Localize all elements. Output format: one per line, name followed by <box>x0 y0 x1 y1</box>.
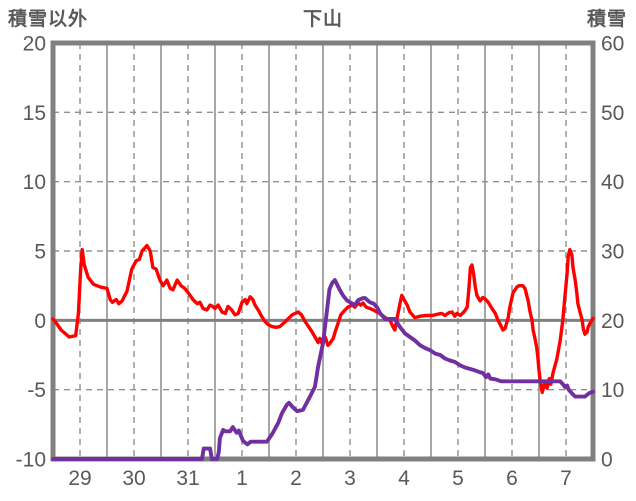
x-axis-tick: 1 <box>236 467 248 490</box>
x-axis-tick: 30 <box>122 467 145 490</box>
right-axis-tick: 50 <box>601 102 624 125</box>
left-axis-tick: 10 <box>23 171 46 194</box>
plot-frame <box>50 40 596 462</box>
left-axis-tick: 5 <box>34 241 46 264</box>
left-axis-tick: 0 <box>34 310 46 333</box>
left-axis-tick: -10 <box>16 449 46 472</box>
series-line-temp <box>51 243 595 395</box>
x-axis-tick: 3 <box>344 467 356 490</box>
x-axis-tick: 31 <box>176 467 199 490</box>
left-axis-title: 積雪以外 <box>8 9 89 30</box>
right-axis-tick: 40 <box>601 171 624 194</box>
x-axis-tick: 5 <box>452 467 464 490</box>
right-axis-tick: 30 <box>601 241 624 264</box>
x-axis-tick: 4 <box>398 467 410 490</box>
left-axis-tick: 20 <box>23 33 46 56</box>
left-axis-tick: -5 <box>27 379 46 402</box>
x-axis-tick: 2 <box>290 467 302 490</box>
left-axis-tick: 15 <box>23 102 46 125</box>
x-axis-tick: 29 <box>68 467 91 490</box>
right-axis-tick: 0 <box>601 449 613 472</box>
right-axis-tick: 60 <box>601 33 624 56</box>
right-axis-tick: 20 <box>601 310 624 333</box>
x-axis-tick: 7 <box>560 467 572 490</box>
right-axis-title: 積雪 <box>586 9 627 30</box>
x-axis-tick: 6 <box>506 467 518 490</box>
right-axis-tick: 10 <box>601 379 624 402</box>
series-line-snow <box>51 278 595 461</box>
chart-title: 下山 <box>302 9 343 30</box>
